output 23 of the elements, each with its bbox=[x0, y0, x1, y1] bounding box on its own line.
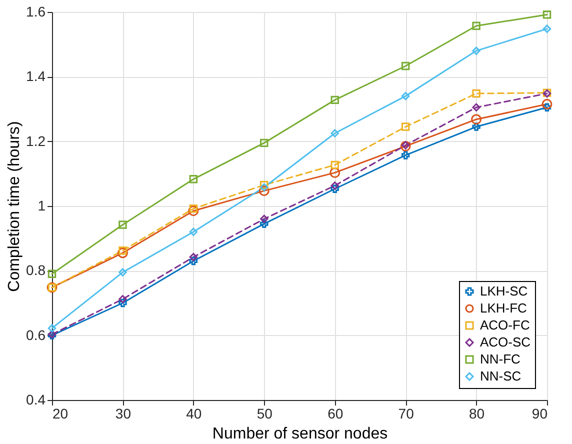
x-tick-label: 20 bbox=[52, 406, 68, 422]
x-tick-label: 80 bbox=[468, 406, 485, 422]
x-tick-label: 50 bbox=[256, 406, 273, 422]
legend-label: LKH-SC bbox=[480, 284, 528, 298]
y-tick-label: 1.4 bbox=[26, 68, 46, 84]
x-axis-title: Number of sensor nodes bbox=[212, 426, 388, 442]
x-tick-label: 30 bbox=[115, 406, 132, 422]
y-tick-label: 0.8 bbox=[26, 262, 46, 278]
x-tick-label: 60 bbox=[328, 406, 344, 422]
y-tick-label: 0.6 bbox=[26, 326, 46, 343]
x-tick-label: 40 bbox=[186, 406, 202, 422]
y-tick-label: 1 bbox=[38, 198, 46, 214]
legend-label: ACO-FC bbox=[480, 318, 530, 332]
y-tick-label: 1.6 bbox=[26, 4, 46, 20]
x-tick-label: 90 bbox=[532, 406, 548, 422]
legend-label: NN-FC bbox=[480, 352, 520, 366]
x-tick-label: 70 bbox=[398, 406, 414, 422]
legend-label: NN-SC bbox=[480, 368, 522, 384]
legend-label: LKH-FC bbox=[480, 300, 527, 316]
legend-label: ACO-SC bbox=[480, 334, 531, 350]
y-tick-label: 0.4 bbox=[26, 392, 46, 408]
y-axis-title: Completion time (hours) bbox=[6, 121, 24, 292]
y-tick-label: 1.2 bbox=[26, 132, 46, 149]
